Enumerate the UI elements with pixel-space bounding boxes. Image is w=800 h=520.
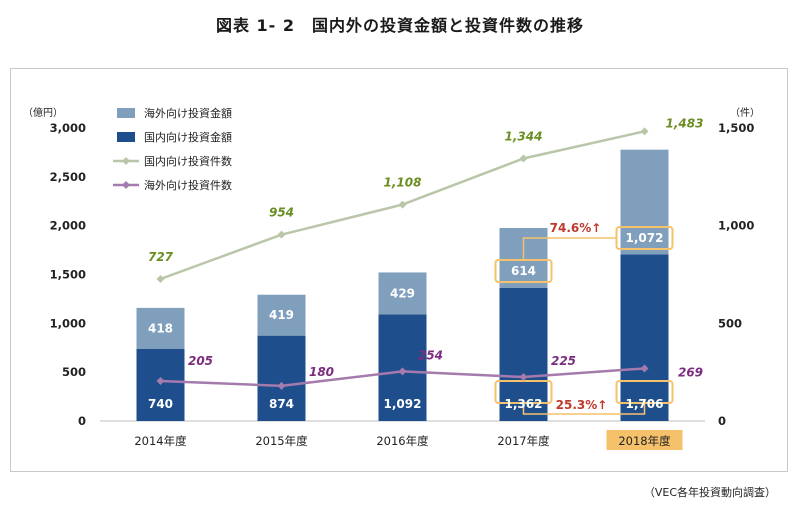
- overseas-count-value-label: 180: [309, 365, 334, 379]
- overseas-count-marker: [156, 376, 165, 385]
- left-tick-label: 2,500: [50, 170, 86, 184]
- bar-domestic-label: 1,092: [384, 397, 422, 411]
- bar-domestic-amount: [257, 335, 306, 421]
- chart-title: 図表 1- 2 国内外の投資金額と投資件数の推移: [215, 16, 585, 35]
- left-tick-label: 1,000: [50, 316, 86, 330]
- category-label: 2016年度: [376, 434, 429, 448]
- bar-overseas-label: 419: [269, 308, 294, 322]
- chart-frame: （億円） （件） 0 500 1,000 1,500 2,000 2,500 3,000 0 500…: [10, 68, 788, 472]
- domestic-growth-label: 25.3%↑: [556, 398, 608, 412]
- bar-overseas-label: 418: [148, 321, 173, 335]
- domestic-count-value-label: 1,108: [384, 176, 422, 190]
- category-label: 2018年度: [618, 434, 671, 448]
- left-axis-unit: （億円）: [23, 106, 63, 119]
- bar-domestic-amount: [620, 254, 669, 421]
- domestic-count-marker: [156, 274, 165, 283]
- legend-swatch: [117, 108, 135, 118]
- left-tick-label: 500: [62, 365, 86, 379]
- highlight-category-background: [606, 430, 683, 450]
- overseas-count-value-label: 205: [188, 354, 213, 368]
- category-label: 2017年度: [497, 434, 550, 448]
- chart-svg: （億円） （件） 0 500 1,000 1,500 2,000 2,500 3,000 0 500…: [23, 106, 760, 450]
- domestic-count-marker: [398, 200, 407, 209]
- domestic-count-value-label: 1,483: [666, 116, 704, 130]
- legend-swatch-marker: [122, 157, 130, 165]
- overseas-growth-label: 74.6%↑: [550, 221, 602, 235]
- overseas-count-marker: [277, 381, 286, 390]
- bar-domestic-label: 740: [148, 397, 173, 411]
- bar-domestic-label: 874: [269, 397, 294, 411]
- bar-overseas-amount: [378, 272, 427, 315]
- overseas-growth-connector: [522, 237, 617, 260]
- bar-overseas-amount: [257, 294, 306, 336]
- bar-overseas-label: 429: [390, 286, 415, 300]
- domestic-count-value-label: 1,344: [505, 129, 543, 143]
- overseas-count-value-label: 254: [418, 348, 443, 362]
- bar-overseas-amount: [620, 149, 669, 255]
- category-label: 2015年度: [255, 434, 308, 448]
- overseas-count-value-label: 225: [551, 354, 576, 368]
- overseas-count-marker: [519, 373, 528, 382]
- legend-label: 国内向け投資件数: [144, 154, 232, 168]
- overseas-count-marker: [398, 367, 407, 376]
- right-axis-unit: （件）: [730, 107, 760, 119]
- right-tick-label: 1,000: [718, 219, 754, 233]
- domestic-count-marker: [277, 230, 286, 239]
- domestic-count-marker: [519, 154, 528, 163]
- bar-overseas-label: 1,072: [626, 231, 664, 245]
- legend-swatch-marker: [122, 181, 130, 189]
- right-tick-label: 1,500: [718, 121, 754, 135]
- left-tick-label: 0: [78, 414, 86, 428]
- domestic-growth-connector: [522, 403, 646, 415]
- left-tick-label: 2,000: [50, 219, 86, 233]
- legend-label: 国内向け投資金額: [144, 130, 232, 144]
- bar-domestic-amount: [499, 287, 548, 421]
- right-tick-label: 0: [718, 414, 726, 428]
- left-tick-label: 3,000: [50, 121, 86, 135]
- legend-label: 海外向け投資金額: [144, 106, 232, 120]
- overseas-count-marker: [640, 364, 649, 373]
- source-note: （VEC各年投資動向調査）: [643, 486, 776, 499]
- right-tick-label: 500: [718, 316, 742, 330]
- bar-domestic-label: 1,362: [505, 397, 543, 411]
- category-label: 2014年度: [134, 434, 187, 448]
- domestic-count-marker: [640, 127, 649, 136]
- domestic-count-value-label: 954: [269, 206, 294, 220]
- legend-label: 海外向け投資件数: [144, 178, 232, 192]
- left-tick-label: 1,500: [50, 268, 86, 282]
- bar-domestic-label: 1,706: [626, 397, 664, 411]
- domestic-count-value-label: 727: [148, 250, 174, 264]
- bar-overseas-label: 614: [511, 264, 536, 278]
- bar-overseas-amount: [136, 307, 185, 349]
- legend-swatch: [117, 132, 135, 142]
- overseas-count-value-label: 269: [678, 365, 703, 379]
